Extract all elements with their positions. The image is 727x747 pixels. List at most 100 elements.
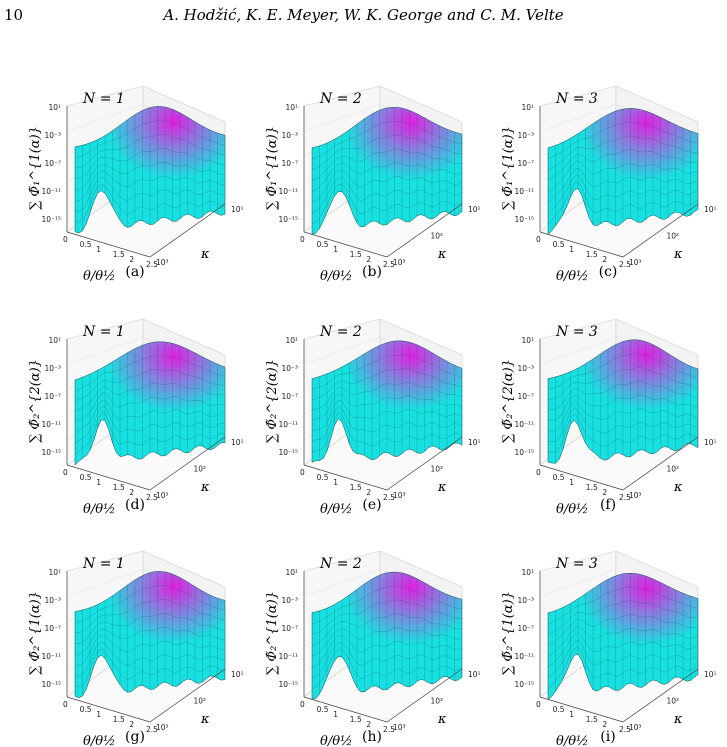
z-tick-label: 10⁻³: [44, 596, 61, 605]
z-tick-label: 10⁻¹¹: [514, 187, 534, 196]
x-tick-label: 2.5: [619, 260, 631, 269]
x-tick-label: 1.5: [113, 250, 125, 259]
x-axis-label: θ/θ½: [556, 502, 589, 517]
subfigure-caption: (d): [125, 497, 145, 513]
n-label: N = 2: [320, 556, 362, 572]
z-tick-label: 10⁻³: [44, 364, 61, 373]
subfigure-caption: (b): [362, 264, 382, 280]
n-label: N = 2: [320, 324, 362, 340]
subfigure-caption: (i): [600, 729, 616, 745]
z-tick-label: 10⁻³: [281, 596, 298, 605]
kappa-tick-label: 10¹: [468, 670, 481, 679]
z-tick-label: 10⁻¹⁵: [514, 680, 534, 689]
x-tick-label: 1.5: [350, 483, 362, 492]
kappa-tick-label: 10²: [431, 465, 444, 474]
x-tick-label: 1: [96, 710, 101, 719]
z-tick-label: 10⁻⁷: [281, 392, 298, 401]
x-tick-label: 0: [63, 468, 68, 477]
z-tick-label: 10¹: [285, 568, 298, 577]
y-axis-label: ∑ Φ̃₂^{2(α)}: [28, 359, 43, 443]
x-tick-label: 0.5: [317, 473, 329, 482]
subfigure-panel: 10¹ 10⁻³ 10⁻⁷ 10⁻¹¹ 10⁻¹⁵ 0 0.5 1 1.5 2 2.5 10³ 10² 1…: [262, 82, 482, 284]
kappa-tick-label: 10³: [629, 258, 642, 267]
z-tick-label: 10⁻¹⁵: [278, 448, 298, 457]
x-tick-label: 2.5: [383, 493, 395, 502]
x-tick-label: 0: [300, 235, 305, 244]
kappa-tick-label: 10³: [156, 491, 169, 500]
kappa-axis-label: κ: [437, 480, 447, 495]
z-tick-label: 10⁻¹¹: [514, 420, 534, 429]
surface-plot: 10¹10⁻³10⁻⁷10⁻¹¹10⁻¹⁵00.511.522.510³10²1…: [265, 318, 481, 517]
z-tick-label: 10⁻¹⁵: [278, 680, 298, 689]
kappa-tick-label: 10²: [667, 697, 680, 706]
kappa-axis-label: κ: [200, 247, 210, 262]
x-tick-label: 0.5: [553, 240, 565, 249]
kappa-tick-label: 10¹: [231, 205, 244, 214]
kappa-tick-label: 10²: [431, 697, 444, 706]
subfigure-panel: 10¹ 10⁻³ 10⁻⁷ 10⁻¹¹ 10⁻¹⁵ 0 0.5 1 1.5 2 2.5 10³ 10² 1…: [25, 315, 245, 517]
y-axis-label: ∑ Φ̃₂^{1(α)}: [265, 591, 280, 675]
x-tick-label: 1: [569, 478, 574, 487]
page-number: 10: [4, 6, 24, 24]
z-tick-label: 10⁻³: [281, 364, 298, 373]
y-axis-label: ∑ Φ̃₁^{1(α)}: [501, 126, 516, 210]
y-axis-label: ∑ Φ̃₂^{2(α)}: [501, 359, 516, 443]
y-axis-label: ∑ Φ̃₂^{2(α)}: [265, 359, 280, 443]
surface-plot: 10¹10⁻³10⁻⁷10⁻¹¹10⁻¹⁵00.511.522.510³10²1…: [265, 550, 481, 747]
kappa-tick-label: 10³: [629, 491, 642, 500]
x-axis-label: θ/θ½: [83, 502, 116, 517]
running-head-authors: A. Hodžić, K. E. Meyer, W. K. George and…: [163, 6, 564, 24]
z-tick-label: 10⁻⁷: [44, 624, 61, 633]
y-axis-label: ∑ Φ̃₂^{1(α)}: [28, 591, 43, 675]
x-tick-label: 2: [129, 488, 134, 497]
n-label: N = 1: [83, 324, 125, 340]
x-tick-label: 2: [129, 255, 134, 264]
z-tick-label: 10⁻³: [517, 596, 534, 605]
x-tick-label: 0.5: [317, 240, 329, 249]
z-tick-label: 10⁻⁷: [44, 392, 61, 401]
x-tick-label: 0.5: [553, 473, 565, 482]
z-tick-label: 10⁻⁷: [517, 624, 534, 633]
kappa-tick-label: 10²: [667, 465, 680, 474]
x-tick-label: 2.5: [146, 260, 158, 269]
kappa-tick-label: 10¹: [231, 670, 244, 679]
kappa-tick-label: 10²: [194, 697, 207, 706]
page-header: 10 A. Hodžić, K. E. Meyer, W. K. George …: [0, 0, 727, 30]
kappa-tick-label: 10¹: [468, 205, 481, 214]
z-tick-label: 10¹: [48, 568, 61, 577]
n-label: N = 1: [83, 91, 125, 107]
z-tick-label: 10⁻³: [517, 131, 534, 140]
x-tick-label: 0: [63, 235, 68, 244]
x-tick-label: 0.5: [80, 473, 92, 482]
z-tick-label: 10⁻¹¹: [278, 652, 298, 661]
x-tick-label: 1.5: [113, 715, 125, 724]
kappa-tick-label: 10¹: [704, 205, 717, 214]
z-tick-label: 10⁻¹⁵: [41, 215, 61, 224]
x-tick-label: 0: [63, 700, 68, 709]
z-tick-label: 10⁻¹⁵: [41, 680, 61, 689]
x-tick-label: 2: [366, 488, 371, 497]
z-tick-label: 10⁻⁷: [517, 392, 534, 401]
x-tick-label: 0: [536, 700, 541, 709]
x-tick-label: 0: [536, 468, 541, 477]
x-tick-label: 1.5: [586, 250, 598, 259]
kappa-tick-label: 10³: [156, 258, 169, 267]
z-tick-label: 10¹: [285, 336, 298, 345]
kappa-tick-label: 10¹: [231, 438, 244, 447]
z-tick-label: 10⁻¹¹: [278, 420, 298, 429]
kappa-tick-label: 10¹: [704, 670, 717, 679]
z-tick-label: 10⁻¹¹: [514, 652, 534, 661]
kappa-axis-label: κ: [200, 712, 210, 727]
x-tick-label: 0: [300, 700, 305, 709]
surface-plot: 10¹10⁻³10⁻⁷10⁻¹¹10⁻¹⁵00.511.522.510³10²1…: [28, 550, 244, 747]
subfigure-panel: 10¹ 10⁻³ 10⁻⁷ 10⁻¹¹ 10⁻¹⁵ 0 0.5 1 1.5 2 2.5 10³ 10² 1…: [262, 315, 482, 517]
x-tick-label: 0.5: [553, 705, 565, 714]
x-tick-label: 0.5: [80, 240, 92, 249]
x-tick-label: 0: [536, 235, 541, 244]
z-tick-label: 10¹: [521, 103, 534, 112]
x-tick-label: 2: [602, 255, 607, 264]
z-tick-label: 10⁻¹¹: [41, 420, 61, 429]
n-label: N = 3: [556, 324, 598, 340]
surface-plot: 10¹10⁻³10⁻⁷10⁻¹¹10⁻¹⁵00.511.522.510³10²1…: [501, 318, 717, 517]
subfigure-caption: (g): [125, 729, 145, 745]
